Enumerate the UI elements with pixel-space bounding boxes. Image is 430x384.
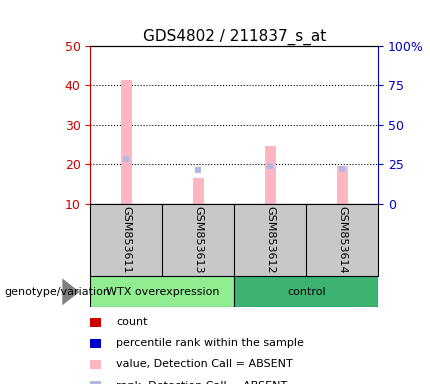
- Text: count: count: [116, 317, 147, 327]
- Text: GSM853614: GSM853614: [338, 206, 347, 274]
- Bar: [193, 178, 204, 204]
- Bar: [337, 166, 348, 204]
- Text: GSM853612: GSM853612: [265, 206, 275, 274]
- Title: GDS4802 / 211837_s_at: GDS4802 / 211837_s_at: [143, 28, 326, 45]
- Text: genotype/variation: genotype/variation: [4, 287, 111, 297]
- Text: rank, Detection Call = ABSENT: rank, Detection Call = ABSENT: [116, 381, 287, 384]
- Text: control: control: [287, 287, 326, 297]
- Polygon shape: [62, 278, 80, 305]
- Bar: [121, 79, 132, 204]
- Text: GSM853613: GSM853613: [194, 206, 203, 274]
- Bar: [265, 146, 276, 204]
- Text: GSM853611: GSM853611: [121, 206, 131, 274]
- Bar: [90, 276, 234, 307]
- Bar: [234, 276, 378, 307]
- Text: value, Detection Call = ABSENT: value, Detection Call = ABSENT: [116, 359, 293, 369]
- Text: percentile rank within the sample: percentile rank within the sample: [116, 338, 304, 348]
- Text: WTX overexpression: WTX overexpression: [106, 287, 219, 297]
